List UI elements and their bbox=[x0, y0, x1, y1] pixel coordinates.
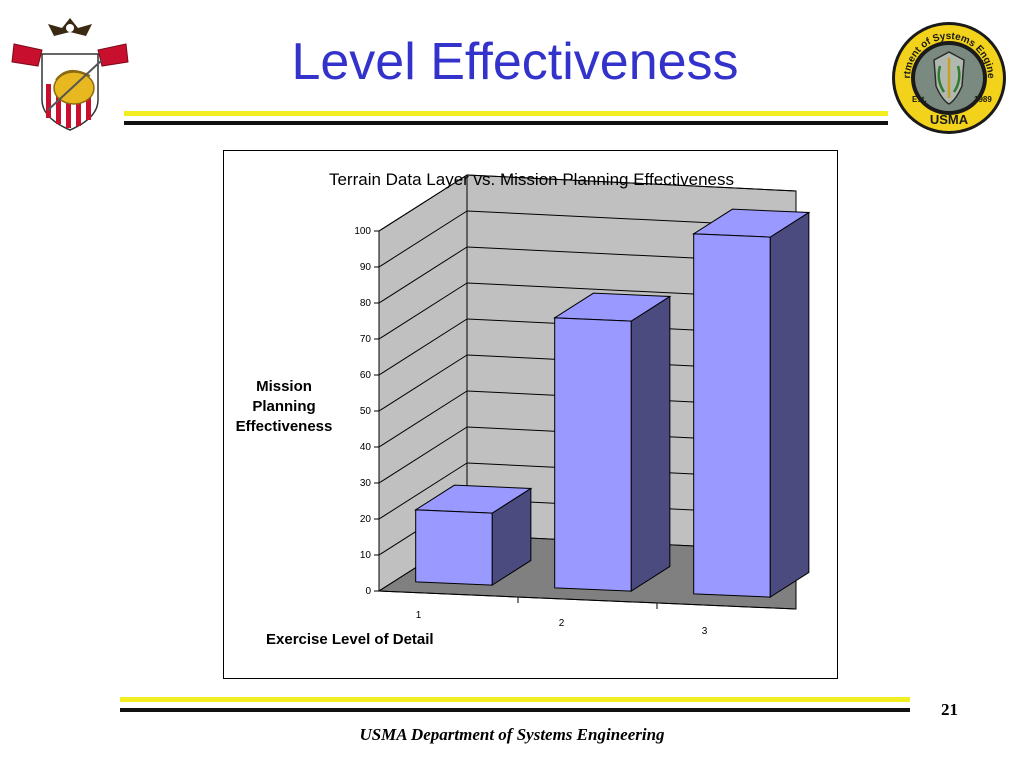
west-point-crest-icon bbox=[8, 14, 132, 134]
gridline-left-60 bbox=[378, 318, 468, 376]
y-tick-label: 60 bbox=[360, 370, 372, 381]
gridline-left-50 bbox=[378, 354, 468, 412]
slide-title: Level Effectiveness bbox=[291, 33, 739, 91]
x-axis-label: Exercise Level of Detail bbox=[266, 631, 434, 648]
y-axis-label: Mission Planning Effectiveness bbox=[235, 378, 333, 435]
bar-3 bbox=[693, 233, 771, 598]
bar-side-3 bbox=[769, 211, 810, 599]
chart-frame: 0 10 20 30 40 50 60 70 80 90 100 1 2 3 Terrain Data L… bbox=[223, 150, 838, 679]
bar-chart: 0 10 20 30 40 50 60 70 80 90 100 1 2 3 bbox=[354, 174, 811, 637]
chart-title: Terrain Data Layer vs. Mission Planning … bbox=[328, 170, 735, 189]
x-tick-label: 3 bbox=[702, 626, 708, 637]
gridline-left-30 bbox=[378, 426, 468, 484]
y-tick-label: 90 bbox=[360, 262, 372, 273]
x-tick-label: 1 bbox=[416, 610, 422, 621]
gridline-left-70 bbox=[378, 282, 468, 340]
department-of-systems-engineering-seal-icon: Department of Systems Engineering Est. 1… bbox=[886, 12, 1008, 136]
bar-2 bbox=[554, 317, 632, 592]
y-tick-label: 40 bbox=[360, 442, 372, 453]
seal-bottom-text: USMA bbox=[930, 112, 969, 127]
gridline-left-80 bbox=[378, 246, 468, 304]
x-axis-line bbox=[378, 590, 797, 610]
footer-text: USMA Department of Systems Engineering bbox=[359, 725, 665, 744]
x-tick-label: 2 bbox=[559, 618, 565, 629]
y-tick-label: 70 bbox=[360, 334, 372, 345]
gridline-left-20 bbox=[378, 462, 468, 520]
bar-1 bbox=[415, 509, 493, 586]
bar-side-2 bbox=[630, 295, 671, 593]
y-tick-label: 0 bbox=[365, 586, 371, 597]
gridline-left-90 bbox=[378, 210, 468, 268]
footer-rule-yellow bbox=[120, 697, 910, 702]
y-tick-label: 80 bbox=[360, 298, 372, 309]
gridline-back-100 bbox=[466, 174, 797, 192]
seal-est-text: Est. bbox=[912, 95, 927, 104]
gridline-left-100 bbox=[378, 174, 468, 232]
y-tick-label: 10 bbox=[360, 550, 372, 561]
header-rule-black bbox=[124, 121, 888, 125]
header-rule-yellow bbox=[124, 111, 888, 116]
y-tick-label: 20 bbox=[360, 514, 372, 525]
gridline-left-40 bbox=[378, 390, 468, 448]
footer-rule-black bbox=[120, 708, 910, 712]
seal-year-text: 1989 bbox=[974, 95, 992, 104]
y-tick-label: 50 bbox=[360, 406, 372, 417]
y-tick-label: 100 bbox=[354, 226, 371, 237]
page-number: 21 bbox=[941, 700, 958, 719]
y-tick-label: 30 bbox=[360, 478, 372, 489]
